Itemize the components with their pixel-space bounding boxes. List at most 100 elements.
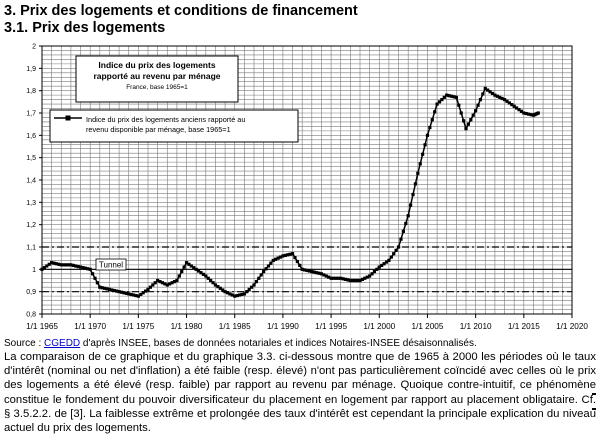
x-tick-label: 1/1 1995 bbox=[315, 322, 347, 331]
data-point bbox=[312, 270, 316, 274]
data-point bbox=[42, 266, 47, 270]
data-point bbox=[81, 266, 85, 270]
data-point bbox=[524, 111, 528, 116]
data-point bbox=[329, 276, 333, 280]
data-point bbox=[392, 252, 396, 256]
data-point bbox=[54, 262, 59, 266]
x-tick-label: 1/1 1975 bbox=[122, 322, 154, 331]
data-point bbox=[327, 275, 331, 279]
data-point bbox=[469, 118, 473, 122]
data-point bbox=[146, 287, 150, 292]
data-point bbox=[62, 263, 66, 267]
data-point bbox=[249, 285, 254, 289]
data-point bbox=[396, 245, 401, 249]
source-prefix: Source : bbox=[4, 338, 45, 349]
data-point bbox=[131, 293, 136, 297]
data-point bbox=[360, 277, 365, 281]
data-point bbox=[389, 255, 393, 259]
data-point bbox=[88, 267, 92, 271]
data-point bbox=[512, 104, 516, 108]
data-point bbox=[452, 95, 456, 99]
data-point bbox=[122, 291, 126, 295]
data-point bbox=[353, 278, 357, 283]
data-point bbox=[351, 278, 355, 283]
y-tick-label: 1,5 bbox=[26, 155, 36, 162]
chart-title-line1: Indice du prix des logements bbox=[98, 60, 215, 70]
data-point bbox=[310, 269, 314, 274]
y-tick-label: 1,3 bbox=[26, 200, 36, 207]
data-point bbox=[522, 111, 526, 115]
data-point bbox=[377, 265, 381, 269]
data-point bbox=[93, 276, 97, 280]
chart-axes: 0,8 0,9 1 1,1 1,2 1,3 1,4 1,5 1,6 1,7 1,8 1,9 2 1/1 1… bbox=[26, 44, 588, 332]
data-point bbox=[218, 286, 222, 290]
data-point bbox=[435, 102, 439, 106]
data-point bbox=[307, 269, 312, 273]
data-point bbox=[302, 268, 307, 272]
data-point bbox=[69, 263, 73, 267]
data-point bbox=[211, 281, 215, 285]
data-point bbox=[348, 278, 352, 283]
x-tick-label: 1/1 2010 bbox=[460, 322, 492, 331]
data-point bbox=[134, 293, 138, 298]
data-point bbox=[490, 91, 495, 96]
data-point bbox=[368, 274, 372, 278]
y-tick-label: 1,6 bbox=[26, 133, 36, 140]
data-point bbox=[151, 283, 155, 287]
data-point bbox=[160, 281, 165, 285]
data-point bbox=[124, 291, 128, 295]
y-tick-label: 1,8 bbox=[26, 88, 36, 95]
x-tick-label: 1/1 1980 bbox=[171, 322, 203, 331]
data-point bbox=[112, 288, 116, 293]
data-point bbox=[223, 290, 227, 294]
data-point bbox=[493, 93, 497, 97]
data-point bbox=[375, 267, 379, 271]
data-point bbox=[474, 109, 478, 113]
y-tick-label: 1,4 bbox=[26, 178, 36, 185]
data-point bbox=[495, 94, 499, 98]
data-point bbox=[139, 292, 143, 297]
data-point bbox=[514, 106, 519, 110]
data-point bbox=[418, 162, 422, 166]
data-point bbox=[442, 95, 446, 99]
body-paragraph: La comparaison de ce graphique et du gra… bbox=[4, 350, 596, 435]
data-point bbox=[245, 290, 249, 294]
data-point bbox=[40, 267, 44, 271]
data-point bbox=[293, 256, 297, 260]
data-point bbox=[170, 281, 174, 285]
data-point bbox=[50, 261, 54, 265]
data-point bbox=[507, 101, 511, 105]
chart-series bbox=[40, 86, 540, 298]
data-point bbox=[76, 264, 80, 269]
paragraph-text: La comparaison de ce graphique et du gra… bbox=[4, 351, 596, 435]
data-point bbox=[182, 265, 186, 269]
data-point bbox=[387, 258, 391, 262]
data-point bbox=[257, 276, 261, 280]
section-heading: 3. Prix des logements et conditions de f… bbox=[4, 3, 358, 19]
data-point bbox=[165, 283, 169, 287]
x-tick-label: 1/1 1970 bbox=[74, 322, 106, 331]
data-point bbox=[278, 255, 283, 259]
data-point bbox=[471, 113, 475, 117]
data-point bbox=[177, 274, 181, 278]
data-point bbox=[527, 112, 531, 116]
data-point bbox=[346, 278, 350, 282]
data-point bbox=[440, 98, 444, 102]
data-point bbox=[399, 237, 403, 241]
x-tick-label: 1/1 1985 bbox=[219, 322, 251, 331]
data-point bbox=[83, 266, 87, 270]
y-tick-label: 1,9 bbox=[26, 66, 36, 73]
data-point bbox=[78, 265, 83, 269]
data-point bbox=[324, 274, 328, 278]
data-point bbox=[384, 260, 389, 264]
source-link[interactable]: CGEDD bbox=[44, 338, 81, 349]
data-point bbox=[380, 263, 384, 268]
data-point bbox=[172, 280, 177, 284]
y-tick-label: 0,8 bbox=[26, 312, 36, 319]
x-tick-label: 1/1 2015 bbox=[508, 322, 540, 331]
y-tick-label: 1 bbox=[32, 267, 36, 274]
data-point bbox=[199, 271, 203, 275]
data-point bbox=[421, 152, 425, 156]
data-point bbox=[103, 286, 107, 290]
data-point bbox=[117, 290, 121, 294]
